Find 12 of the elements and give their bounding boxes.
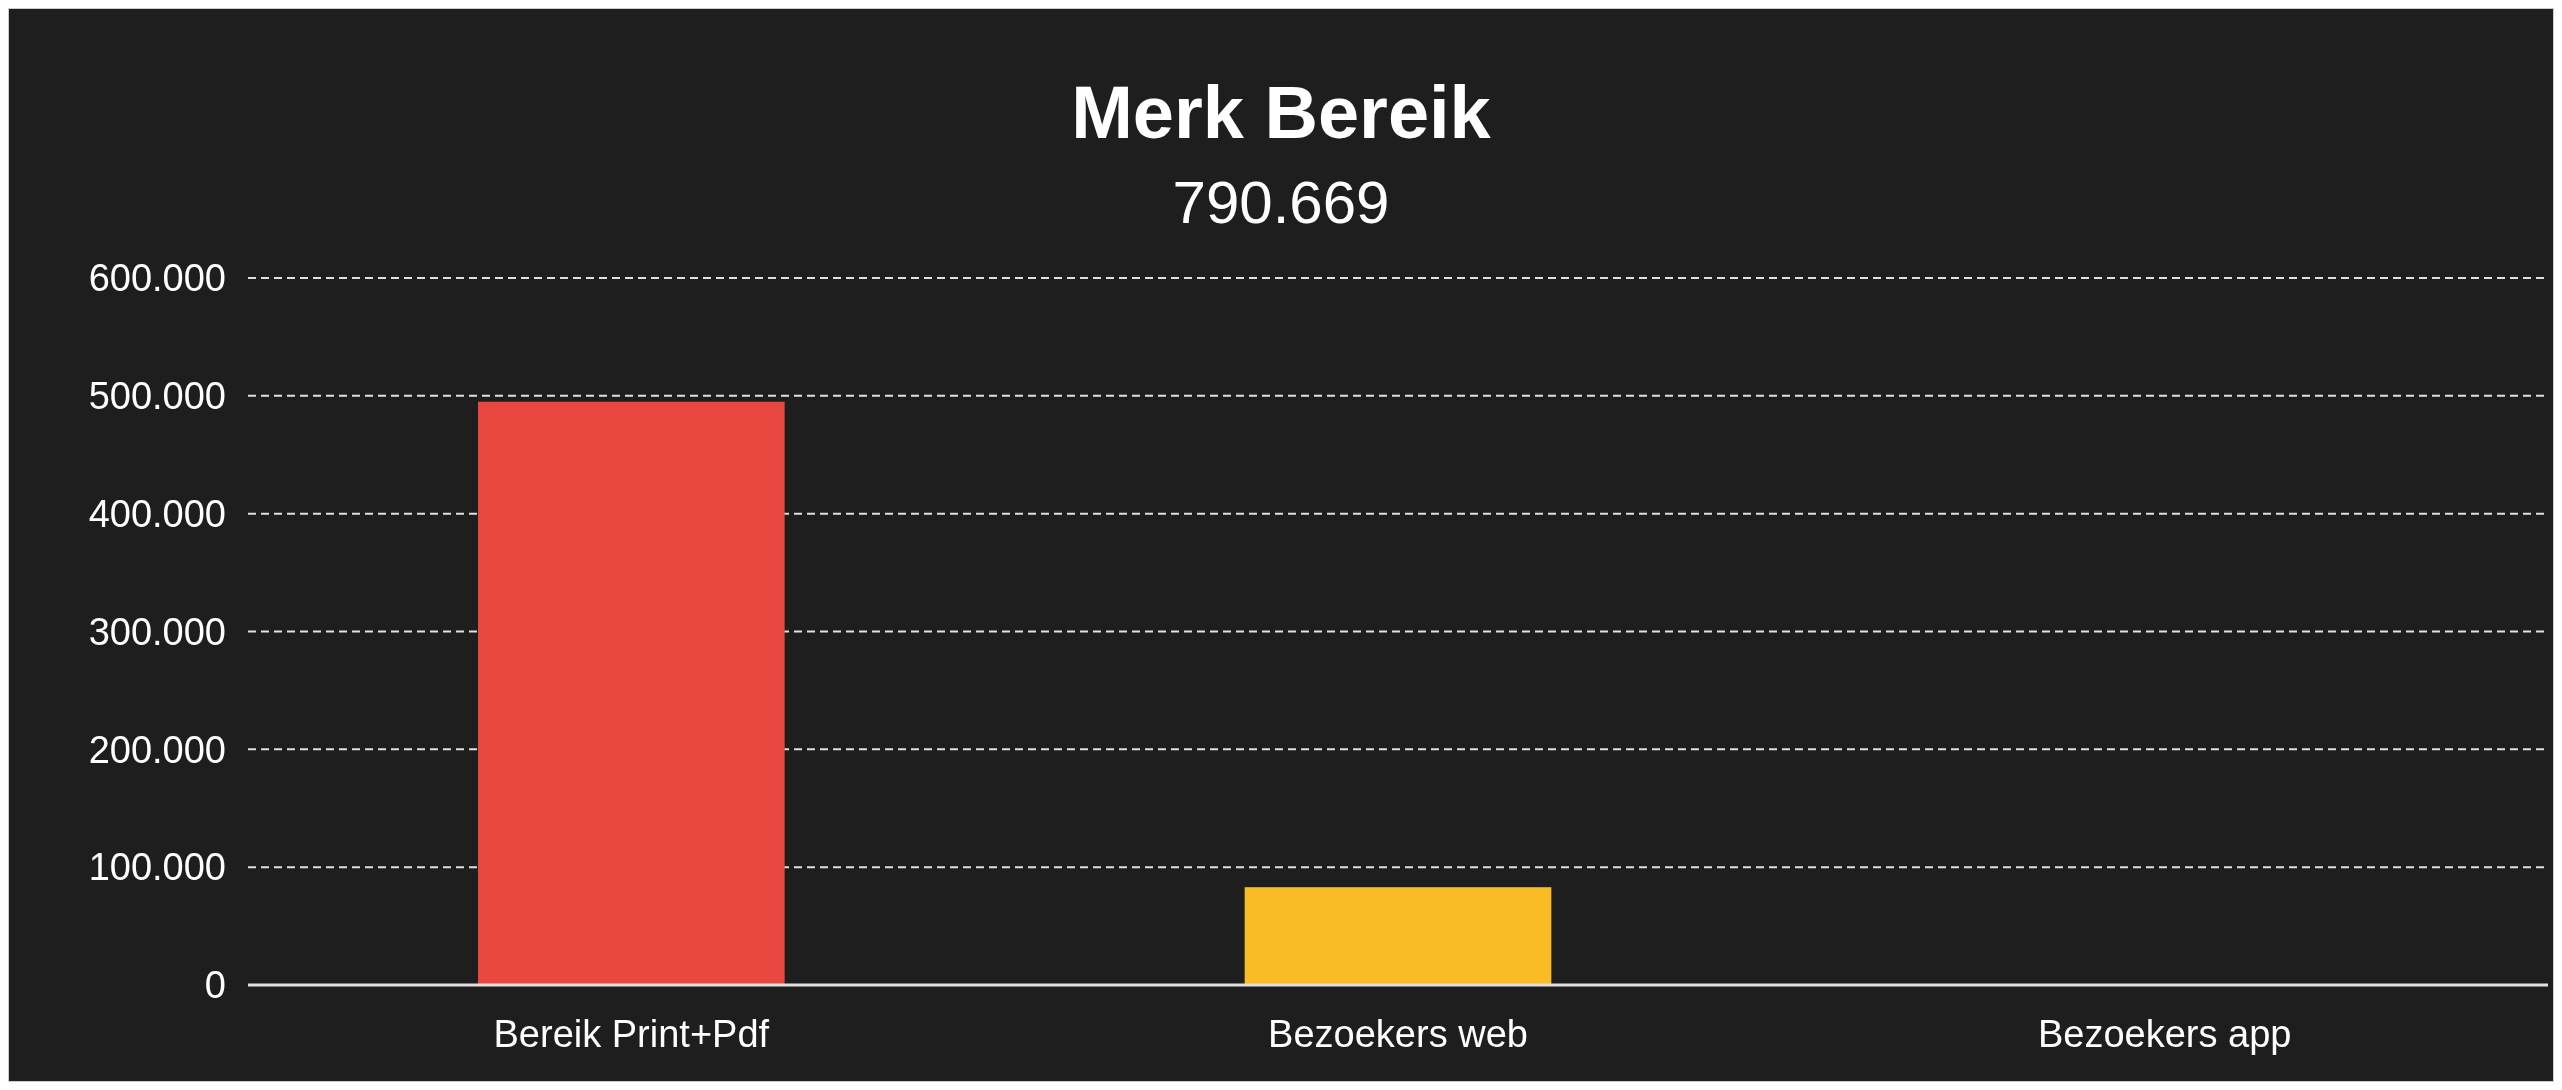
y-tick-label: 300.000: [88, 610, 226, 653]
y-tick-label: 0: [204, 964, 226, 1007]
chart-subtitle: 790.669: [1172, 169, 1390, 236]
y-tick-label: 400.000: [88, 492, 226, 535]
x-tick-label: Bezoekers app: [2037, 1013, 2292, 1055]
x-tick-label: Bezoekers web: [1268, 1013, 1528, 1055]
y-tick-label: 600.000: [88, 257, 226, 300]
chart-title: Merk Bereik: [1071, 71, 1492, 154]
y-tick-label: 100.000: [88, 846, 226, 889]
x-tick-label: Bereik Print+Pdf: [493, 1013, 770, 1055]
y-tick-label: 500.000: [88, 375, 226, 418]
y-tick-label: 200.000: [88, 728, 226, 771]
